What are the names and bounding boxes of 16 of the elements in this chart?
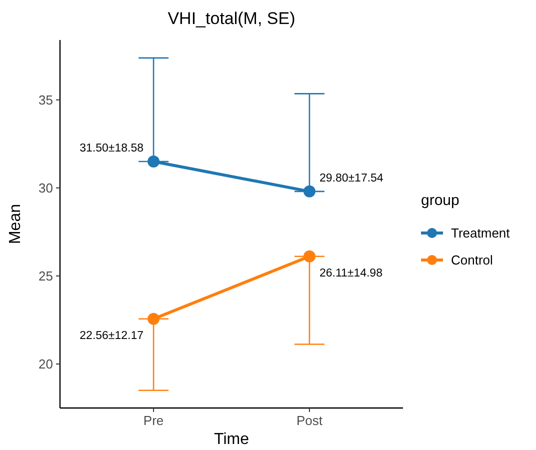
data-label: 26.11±14.98 <box>319 267 382 280</box>
x-tick-label: Pre <box>143 413 164 428</box>
y-tick-label: 25 <box>38 268 53 284</box>
data-label: 31.50±18.58 <box>80 142 144 154</box>
legend-title: group <box>421 192 460 209</box>
y-axis-title: Mean <box>7 204 24 244</box>
x-axis-title: Time <box>214 431 250 448</box>
chart-title: VHI_total(M, SE) <box>168 9 296 28</box>
y-tick-label: 30 <box>38 180 53 196</box>
data-label: 29.80±17.54 <box>319 172 384 184</box>
x-tick-label: Post <box>296 413 323 428</box>
y-tick-label: 35 <box>38 92 53 108</box>
data-label: 22.56±12.17 <box>80 330 144 342</box>
legend-label: Control <box>451 252 494 268</box>
legend-label: Treatment <box>451 226 510 241</box>
y-tick-label: 20 <box>38 356 53 372</box>
